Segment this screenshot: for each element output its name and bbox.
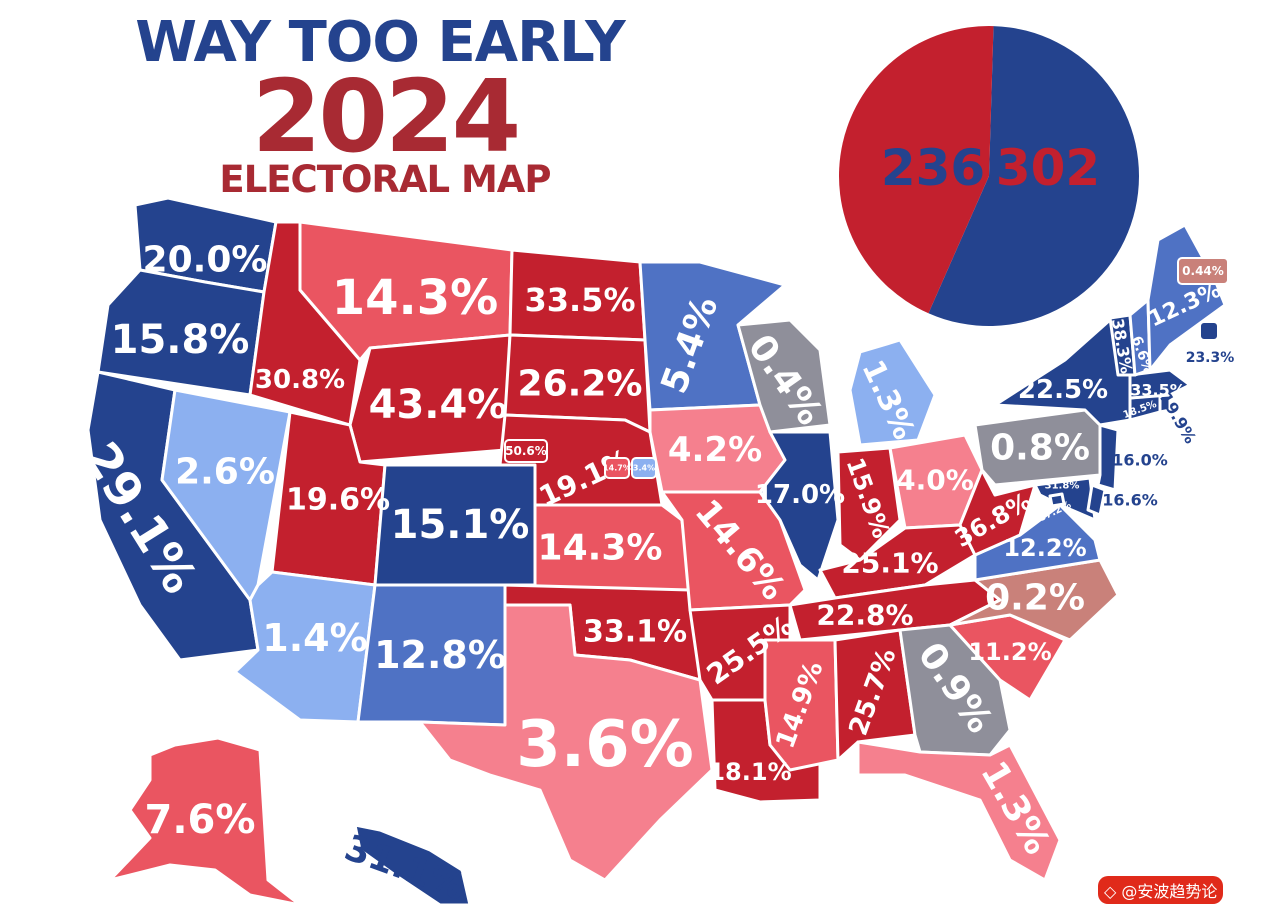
- state-il: [758, 430, 840, 582]
- state-label-ut: 19.6%: [286, 483, 390, 518]
- state-label-il: 17.0%: [755, 480, 845, 510]
- state-label-id: 30.8%: [255, 365, 345, 395]
- state-label-ks: 14.3%: [538, 528, 663, 569]
- pie-slice-dem: [928, 26, 1139, 326]
- state-label-tn: 22.8%: [816, 599, 913, 632]
- state-ma: [1128, 368, 1192, 400]
- district-ne-1: [504, 439, 548, 463]
- state-ak: [108, 736, 302, 907]
- state-label-md: 31.8%: [1045, 481, 1080, 492]
- pie-dem-votes: 302: [996, 139, 1100, 197]
- state-label-mt: 14.3%: [332, 270, 499, 326]
- state-label-ia: 4.2%: [668, 430, 762, 470]
- title-year: 2024: [251, 58, 521, 175]
- watermark: ◇ @安波趋势论: [1098, 876, 1224, 904]
- title-line-1: WAY TOO EARLY: [135, 10, 625, 75]
- district-label-me-1: 23.3%: [1186, 350, 1235, 366]
- pie-slice-rep: [839, 26, 994, 314]
- state-label-or: 15.8%: [111, 317, 250, 363]
- state-label-va: 12.2%: [1003, 534, 1086, 562]
- state-label-de: 16.6%: [1102, 491, 1158, 510]
- district-label-me-2: 0.44%: [1182, 264, 1224, 278]
- state-label-ma: 33.5%: [1130, 381, 1186, 400]
- title-line-3: ELECTORAL MAP: [219, 158, 551, 201]
- state-label-la: 18.1%: [708, 758, 791, 786]
- district-ne-3: [631, 457, 657, 479]
- state-label-nc: 0.2%: [985, 578, 1085, 619]
- state-label-nd: 33.5%: [524, 281, 635, 319]
- state-label-ny: 22.5%: [1018, 375, 1108, 405]
- district-label-ne-3: 3.4%: [633, 464, 655, 473]
- state-label-sc: 11.2%: [968, 638, 1051, 666]
- electoral-vote-pie: 236 302: [839, 26, 1139, 326]
- district-label-ne-2: 14.7%: [603, 464, 631, 473]
- state-label-ok: 33.1%: [583, 615, 687, 650]
- state-label-ak: 7.6%: [145, 797, 256, 843]
- state-al: [833, 628, 917, 762]
- state-nc: [948, 558, 1120, 642]
- state-label-az: 1.4%: [262, 616, 367, 660]
- state-label-ky: 25.1%: [841, 547, 938, 580]
- pie-rep-votes: 236: [881, 139, 985, 197]
- state-md: [1033, 476, 1097, 522]
- state-in: [836, 446, 902, 562]
- state-de: [1086, 483, 1107, 517]
- district-label-ne-1: 50.6%: [505, 444, 547, 458]
- state-label-pa: 0.8%: [990, 428, 1090, 469]
- state-label-wy: 43.4%: [369, 382, 508, 428]
- state-label-sd: 26.2%: [518, 364, 643, 405]
- state-label-tx: 3.6%: [516, 708, 694, 782]
- state-label-oh: 4.0%: [896, 464, 974, 497]
- state-wy: [348, 333, 512, 464]
- state-tx: [418, 603, 714, 882]
- state-hi: [353, 823, 472, 907]
- state-me: [1146, 223, 1227, 372]
- state-dc: [1048, 492, 1066, 508]
- state-label-co: 15.1%: [391, 502, 530, 548]
- state-fl: [856, 740, 1062, 882]
- state-mi: [848, 338, 937, 447]
- state-label-nm: 12.8%: [374, 633, 506, 677]
- state-label-wa: 20.0%: [143, 240, 268, 281]
- state-wi: [736, 318, 832, 434]
- state-label-nj: 16.0%: [1112, 451, 1168, 470]
- district-me-2: [1177, 257, 1229, 285]
- district-ne-2: [604, 457, 630, 479]
- state-label-nv: 2.6%: [175, 452, 275, 493]
- state-nj: [1096, 423, 1120, 492]
- district-me-1: [1199, 321, 1219, 341]
